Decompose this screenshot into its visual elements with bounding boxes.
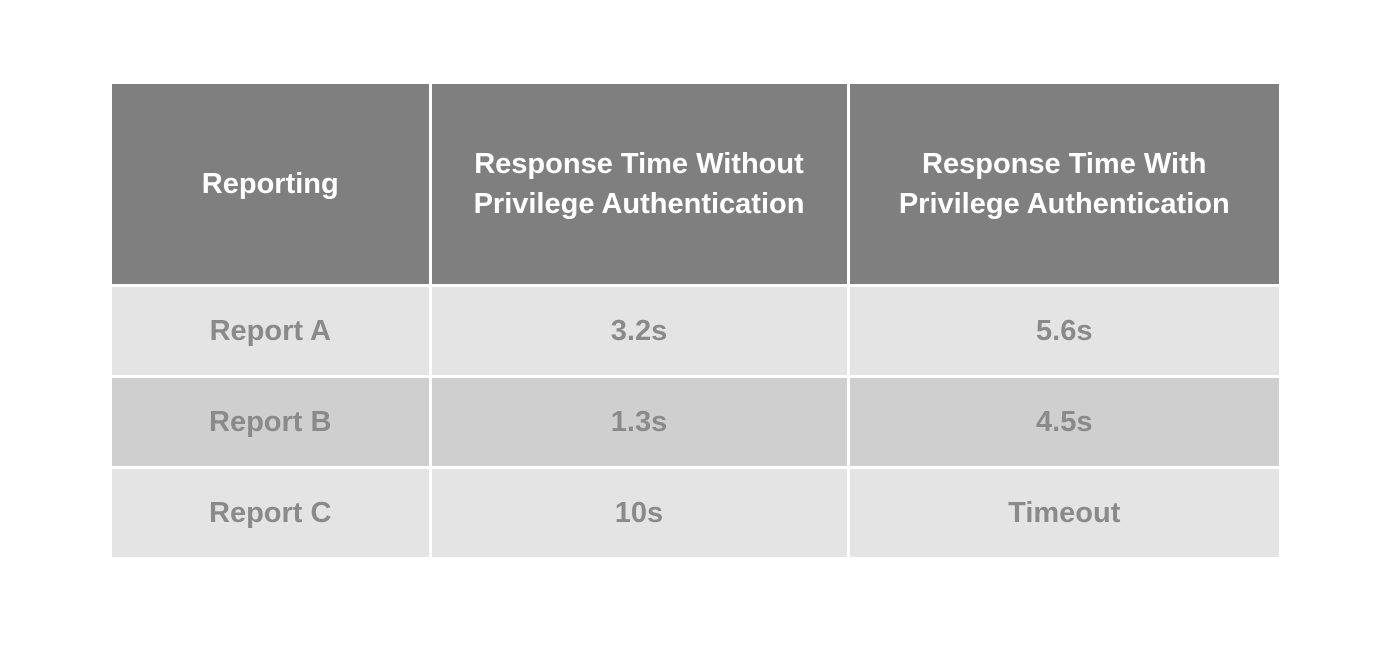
- table-row-report-b: Report B 1.3s 4.5s: [112, 376, 1279, 469]
- column-header-without-auth: Response Time Without Privilege Authenti…: [430, 84, 850, 287]
- table-row-report-a: Report A 3.2s 5.6s: [112, 285, 1279, 378]
- cell-without-auth: 1.3s: [430, 376, 850, 469]
- column-header-with-auth: Response Time With Privilege Authenticat…: [848, 84, 1279, 287]
- response-time-table: Reporting Response Time Without Privileg…: [112, 84, 1279, 557]
- table-row-report-c: Report C 10s Timeout: [112, 467, 1279, 557]
- table-body: Report A 3.2s 5.6s Report B 1.3s 4.5s Re…: [112, 285, 1279, 557]
- cell-with-auth: 5.6s: [848, 285, 1279, 378]
- table-header: Reporting Response Time Without Privileg…: [112, 84, 1279, 287]
- row-label: Report B: [112, 376, 432, 469]
- cell-without-auth: 3.2s: [430, 285, 850, 378]
- cell-with-auth: 4.5s: [848, 376, 1279, 469]
- row-label: Report C: [112, 467, 432, 557]
- cell-with-auth: Timeout: [848, 467, 1279, 557]
- cell-without-auth: 10s: [430, 467, 850, 557]
- row-label: Report A: [112, 285, 432, 378]
- column-header-reporting: Reporting: [112, 84, 432, 287]
- header-row: Reporting Response Time Without Privileg…: [112, 84, 1279, 287]
